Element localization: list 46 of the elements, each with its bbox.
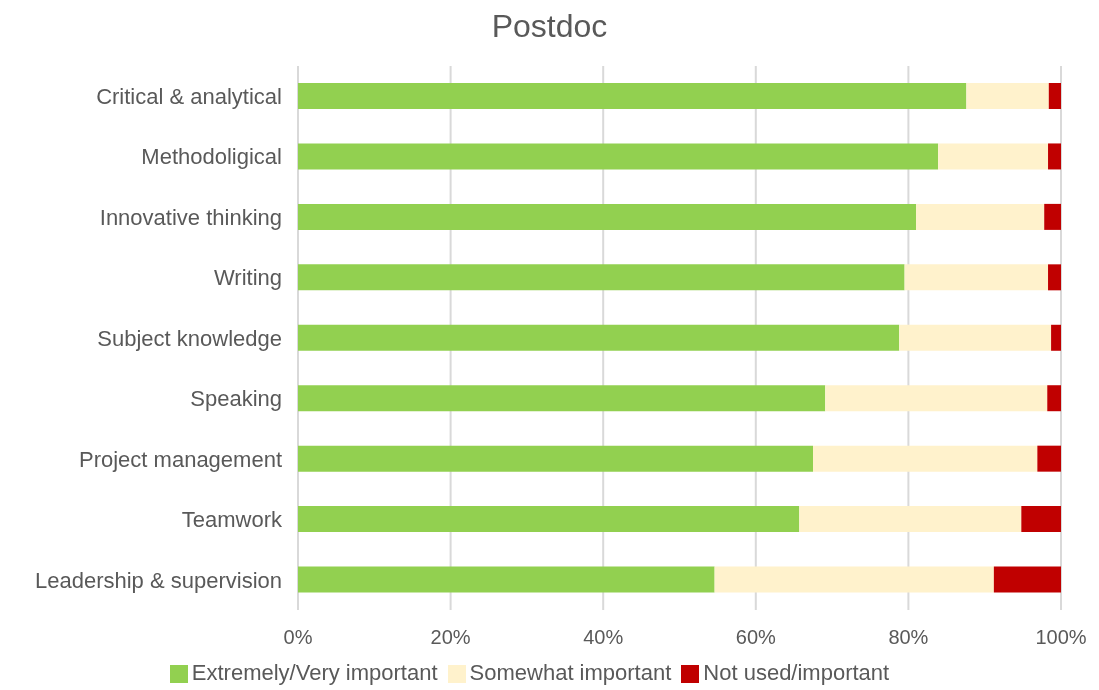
bar <box>1047 385 1061 412</box>
bar <box>1048 83 1061 109</box>
legend-label: Not used/important <box>703 660 890 685</box>
bar <box>966 83 1049 109</box>
y-tick-label: Critical & analytical <box>96 84 282 110</box>
y-tick-label: Leadership & supervision <box>34 567 282 593</box>
bar <box>825 385 1048 412</box>
bar <box>1037 445 1061 472</box>
bar <box>298 445 814 472</box>
bar <box>916 203 1045 230</box>
y-tick-label: Writing <box>213 265 282 291</box>
y-tick-label: Innovative thinking <box>99 204 282 230</box>
bar <box>298 506 800 533</box>
bar <box>993 566 1061 593</box>
y-tick-label: Speaking <box>190 386 282 412</box>
x-tick-label: 100% <box>1035 626 1087 649</box>
x-tick-label: 40% <box>583 626 624 649</box>
bar <box>1048 264 1061 291</box>
y-tick-label: Project management <box>79 446 282 472</box>
bar <box>813 445 1038 472</box>
bar <box>904 264 1049 291</box>
legend-label: Extremely/Very important <box>191 660 438 685</box>
x-tick-label: 20% <box>430 626 471 649</box>
bar <box>298 566 715 593</box>
bar <box>298 83 967 109</box>
legend-label: Somewhat important <box>469 660 672 685</box>
bar <box>298 324 900 351</box>
x-tick-label: 0% <box>283 626 313 649</box>
bar <box>1021 506 1061 533</box>
bar <box>799 506 1022 533</box>
bar <box>298 203 917 230</box>
y-tick-label: Subject knowledge <box>97 325 282 351</box>
x-tick-label: 60% <box>735 626 777 649</box>
bar <box>938 143 1049 170</box>
chart-title: Postdoc <box>490 8 609 46</box>
bar <box>1044 203 1061 230</box>
bar <box>714 566 994 593</box>
y-tick-label: Teamwork <box>181 507 283 533</box>
y-tick-label: Methodoligical <box>141 144 282 170</box>
bar <box>298 264 905 291</box>
bar <box>298 385 826 412</box>
bar <box>1048 143 1061 170</box>
bar <box>298 143 939 170</box>
x-tick-label: 80% <box>888 626 929 649</box>
bar <box>899 324 1052 351</box>
bar <box>1051 324 1061 351</box>
